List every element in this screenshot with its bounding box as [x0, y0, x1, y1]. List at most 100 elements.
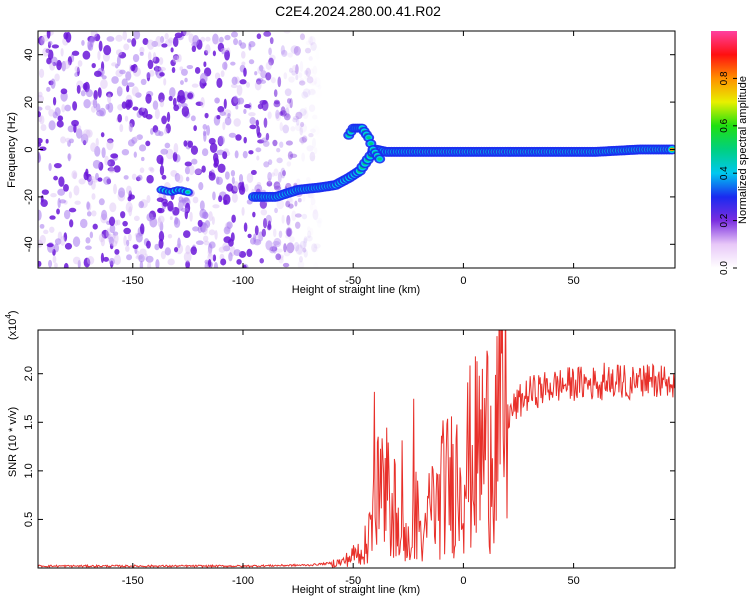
noise-blob: [308, 56, 313, 61]
noise-blob: [269, 246, 278, 252]
noise-blob: [312, 114, 318, 120]
noise-blob: [145, 114, 153, 120]
noise-blob: [51, 44, 60, 49]
noise-blob: [154, 243, 160, 251]
noise-blob: [233, 38, 239, 46]
noise-blob: [312, 65, 318, 75]
noise-blob: [125, 71, 132, 81]
noise-blob: [86, 211, 92, 217]
noise-blob: [46, 57, 52, 65]
noise-blob: [310, 197, 316, 206]
colorbar-scale: [711, 31, 737, 268]
noise-blob: [214, 97, 221, 104]
noise-blob: [220, 47, 229, 53]
noise-blob: [245, 82, 250, 88]
noise-blob: [277, 76, 282, 88]
noise-blob: [72, 256, 81, 265]
noise-blob: [126, 85, 130, 93]
noise-blob: [304, 47, 312, 54]
noise-blob: [133, 135, 140, 142]
noise-blob: [139, 46, 145, 54]
noise-blob: [197, 219, 203, 227]
colorbar-tick-label: 0.2: [719, 213, 730, 227]
isolated-feature-core: [186, 191, 190, 194]
noise-blob: [38, 260, 42, 267]
noise-blob: [53, 163, 62, 169]
noise-blob: [286, 161, 292, 167]
noise-blob: [184, 166, 191, 175]
noise-blob: [243, 136, 247, 144]
heatmap-x-ticks: -150 -100 -50 0 50: [122, 31, 580, 287]
noise-blob: [90, 31, 98, 38]
noise-blob: [249, 237, 257, 245]
noise-blob: [224, 49, 230, 61]
noise-blob: [248, 59, 255, 65]
noise-blob: [136, 134, 143, 140]
snr-panel: -150 -100 -50 0 50 0.5 1.0 1.5 2.0 Height of st…: [4, 310, 676, 596]
noise-blob: [174, 172, 181, 182]
noise-blob: [277, 171, 282, 183]
noise-blob: [57, 188, 66, 196]
noise-blob: [119, 123, 124, 133]
noise-blob: [238, 173, 244, 183]
noise-blob: [304, 106, 308, 114]
noise-blob: [288, 196, 294, 206]
noise-blob: [38, 35, 45, 46]
noise-blob: [280, 106, 286, 116]
noise-blob: [113, 165, 121, 173]
snr-y-tick-label: 1.0: [23, 463, 35, 478]
noise-blob: [284, 107, 290, 119]
noise-blob: [309, 203, 314, 211]
noise-blob: [199, 200, 205, 211]
noise-blob: [105, 103, 110, 110]
noise-blob: [204, 112, 209, 119]
noise-blob: [191, 45, 197, 53]
noise-blob: [268, 47, 272, 56]
noise-blob: [286, 198, 293, 203]
noise-blob: [208, 229, 216, 236]
noise-blob: [95, 137, 99, 147]
noise-blob: [92, 223, 98, 230]
noise-blob: [180, 68, 188, 76]
noise-blob: [169, 87, 176, 98]
noise-blob: [282, 262, 290, 268]
noise-blob: [156, 154, 164, 165]
noise-blob: [182, 31, 191, 36]
noise-blob: [38, 106, 43, 111]
noise-blob: [274, 185, 282, 191]
noise-blob: [254, 184, 263, 194]
noise-blob: [174, 216, 179, 225]
noise-blob: [288, 203, 294, 209]
noise-blob: [178, 196, 184, 203]
snr-x-tick-label: -150: [122, 575, 144, 587]
noise-blob: [184, 161, 192, 167]
noise-blob: [183, 251, 192, 263]
colorbar-tick-label: 0.8: [719, 71, 730, 85]
noise-blob: [111, 240, 118, 247]
noise-blob: [244, 183, 249, 192]
noise-blob: [205, 44, 211, 55]
noise-blob: [177, 237, 181, 249]
noise-blob: [231, 192, 238, 203]
noise-blob: [101, 209, 108, 221]
noise-blob: [297, 244, 305, 256]
noise-blob: [313, 262, 318, 271]
noise-blob: [73, 185, 80, 196]
noise-blob: [139, 260, 144, 268]
noise-blob: [283, 113, 291, 121]
noise-blob: [85, 89, 93, 98]
noise-blob: [167, 37, 174, 44]
noise-blob: [222, 61, 228, 70]
noise-blob: [296, 118, 300, 126]
noise-blob: [303, 249, 308, 258]
noise-blob: [265, 72, 272, 81]
noise-blob: [273, 100, 281, 108]
noise-blob: [201, 165, 206, 173]
noise-blob: [93, 90, 98, 101]
noise-blob: [140, 78, 147, 85]
noise-blob: [306, 145, 314, 152]
noise-blob: [237, 182, 244, 191]
noise-blob: [110, 153, 119, 159]
noise-blob: [287, 52, 293, 58]
noise-blob: [118, 51, 127, 59]
